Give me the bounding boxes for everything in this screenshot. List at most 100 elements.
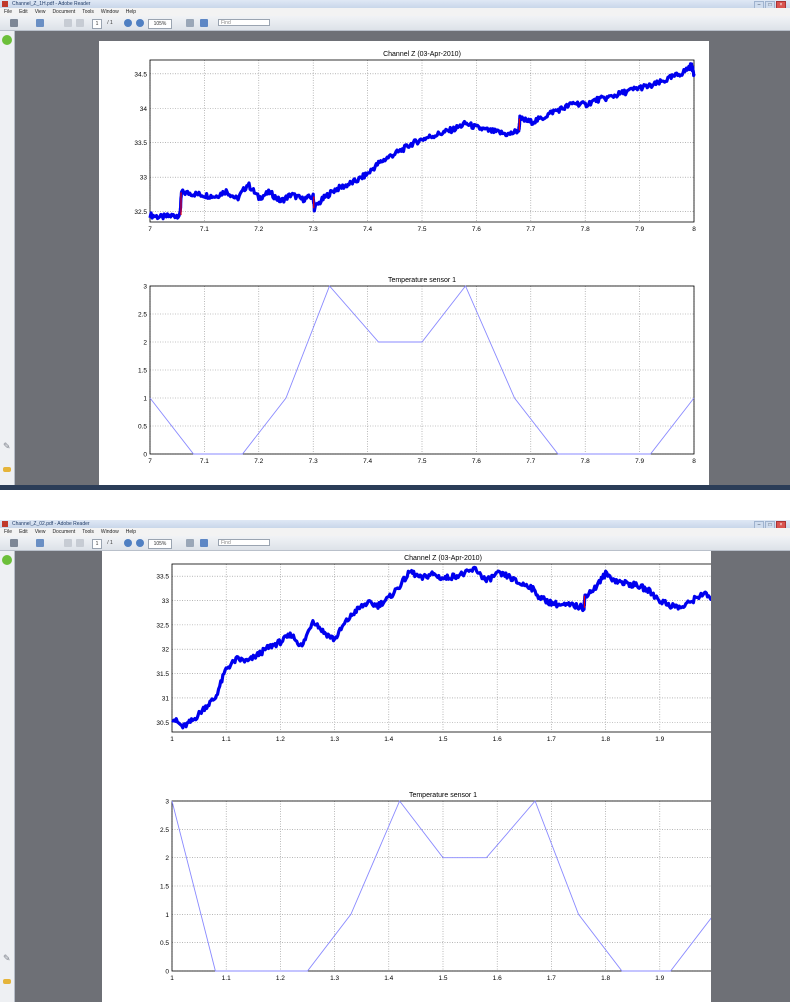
- signatures-icon[interactable]: [3, 467, 11, 472]
- menu-bar: File Edit View Document Tools Window Hel…: [0, 8, 790, 16]
- x-tick-label: 7.8: [581, 458, 590, 465]
- menu-tools[interactable]: Tools: [82, 9, 94, 15]
- zoom-out-icon[interactable]: [124, 539, 132, 547]
- signatures-icon[interactable]: [3, 979, 11, 984]
- pages-panel-icon[interactable]: [2, 35, 12, 45]
- zoom-out-icon[interactable]: [124, 19, 132, 27]
- menu-view[interactable]: View: [34, 529, 46, 535]
- next-page-icon[interactable]: [76, 539, 84, 547]
- y-tick-label: 32: [162, 647, 170, 654]
- x-tick-label: 7.5: [417, 226, 426, 233]
- plot-frame: [149, 285, 695, 455]
- fit-width-icon[interactable]: [200, 19, 208, 27]
- x-tick-label: 7: [148, 458, 152, 465]
- x-tick-label: 7.4: [363, 458, 372, 465]
- x-tick-label: 7.6: [472, 226, 481, 233]
- pages-panel-icon[interactable]: [2, 555, 12, 565]
- x-tick-label: 1.6: [493, 736, 502, 743]
- x-tick-label: 7.5: [417, 458, 426, 465]
- x-tick-label: 1.1: [222, 975, 231, 982]
- print-icon[interactable]: [10, 539, 18, 547]
- x-tick-label: 8: [692, 226, 696, 233]
- navigation-panel: ✎: [0, 551, 15, 1002]
- x-tick-label: 7.8: [581, 226, 590, 233]
- y-tick-label: 33: [162, 598, 170, 605]
- collaborate-icon[interactable]: [36, 539, 44, 547]
- x-tick-label: 1.9: [655, 736, 664, 743]
- x-tick-label: 7.1: [200, 458, 209, 465]
- plot-frame: [171, 563, 715, 733]
- next-page-icon[interactable]: [76, 19, 84, 27]
- page-number-input[interactable]: 1: [92, 19, 102, 29]
- y-tick-label: 34: [140, 106, 148, 113]
- print-icon[interactable]: [10, 19, 18, 27]
- menu-tools[interactable]: Tools: [82, 529, 94, 535]
- toolbar: 1 / 1 105% Find: [0, 536, 790, 551]
- x-tick-label: 7.2: [254, 226, 263, 233]
- collaborate-icon[interactable]: [36, 19, 44, 27]
- reader-window-2: Channel_Z_02.pdf - Adobe Reader – □ × Fi…: [0, 520, 790, 1002]
- x-tick-label: 7: [148, 226, 152, 233]
- menu-window[interactable]: Window: [100, 529, 119, 535]
- x-tick-label: 7.9: [635, 458, 644, 465]
- menu-bar: File Edit View Document Tools Window Hel…: [0, 528, 790, 536]
- attachments-icon[interactable]: ✎: [3, 953, 11, 963]
- x-tick-label: 7.2: [254, 458, 263, 465]
- menu-help[interactable]: Help: [125, 9, 137, 15]
- pdf-page: Channel Z (03-Apr-2010) 1 1.1 1.2 1.3 1.4 1.5 1…: [102, 551, 716, 1002]
- fit-width-icon[interactable]: [200, 539, 208, 547]
- menu-edit[interactable]: Edit: [19, 529, 28, 535]
- zoom-select[interactable]: 105%: [148, 539, 172, 549]
- zoom-in-icon[interactable]: [136, 19, 144, 27]
- window-title: Channel_Z_1H.pdf - Adobe Reader: [12, 1, 91, 7]
- chart-title: Temperature sensor 1: [409, 792, 477, 799]
- page-number-input[interactable]: 1: [92, 539, 102, 549]
- document-area[interactable]: Channel Z (03-Apr-2010) 1 1.1 1.2 1.3 1.4 1.5 1…: [15, 551, 790, 1002]
- find-input[interactable]: Find: [218, 19, 270, 26]
- find-input[interactable]: Find: [218, 539, 270, 546]
- adobe-reader-icon: [2, 1, 8, 7]
- plot-frame: [149, 59, 695, 223]
- attachments-icon[interactable]: ✎: [3, 441, 11, 451]
- menu-help[interactable]: Help: [125, 529, 137, 535]
- pdf-page: Channel Z (03-Apr-2010) 7 7.1 7.2 7.3 7.4 7.5 7…: [99, 41, 709, 490]
- menu-edit[interactable]: Edit: [19, 9, 28, 15]
- figure: Channel Z (03-Apr-2010) 1 1.1 1.2 1.3 1.4 1.5 1…: [156, 555, 716, 982]
- series-line: [171, 800, 715, 972]
- chart-0: Channel Z (03-Apr-2010) 7 7.1 7.2 7.3 7.4 7.5 7…: [134, 51, 696, 233]
- zoom-select[interactable]: 105%: [148, 19, 172, 29]
- menu-file[interactable]: File: [4, 9, 13, 15]
- title-bar: Channel_Z_1H.pdf - Adobe Reader – □ ×: [0, 0, 790, 9]
- figure: Channel Z (03-Apr-2010) 7 7.1 7.2 7.3 7.4 7.5 7…: [134, 51, 696, 465]
- toolbar: 1 / 1 105% Find: [0, 16, 790, 31]
- x-tick-label: 1.8: [601, 975, 610, 982]
- x-tick-label: 1.4: [384, 736, 393, 743]
- navigation-panel: ✎: [0, 31, 15, 490]
- y-tick-label: 2: [143, 340, 147, 347]
- fit-page-icon[interactable]: [186, 539, 194, 547]
- y-tick-label: 1.5: [160, 884, 169, 891]
- menu-view[interactable]: View: [34, 9, 46, 15]
- menu-document[interactable]: Document: [52, 9, 76, 15]
- chart-title: Channel Z (03-Apr-2010): [383, 51, 461, 58]
- series-line: [148, 62, 696, 221]
- previous-page-icon[interactable]: [64, 539, 72, 547]
- x-tick-label: 1.7: [547, 736, 556, 743]
- menu-window[interactable]: Window: [100, 9, 119, 15]
- y-tick-label: 31: [162, 695, 170, 702]
- zoom-in-icon[interactable]: [136, 539, 144, 547]
- menu-document[interactable]: Document: [52, 529, 76, 535]
- x-tick-label: 7.3: [309, 458, 318, 465]
- previous-page-icon[interactable]: [64, 19, 72, 27]
- page-total: / 1: [107, 540, 113, 546]
- series-line: [149, 285, 695, 455]
- y-tick-label: 0.5: [138, 424, 147, 431]
- y-tick-label: 2.5: [138, 312, 147, 319]
- x-tick-label: 1.2: [276, 736, 285, 743]
- fit-page-icon[interactable]: [186, 19, 194, 27]
- document-area[interactable]: Channel Z (03-Apr-2010) 7 7.1 7.2 7.3 7.4 7.5 7…: [15, 31, 790, 490]
- x-tick-label: 1.1: [222, 736, 231, 743]
- y-tick-label: 32.5: [156, 622, 169, 629]
- x-tick-label: 7.6: [472, 458, 481, 465]
- menu-file[interactable]: File: [4, 529, 13, 535]
